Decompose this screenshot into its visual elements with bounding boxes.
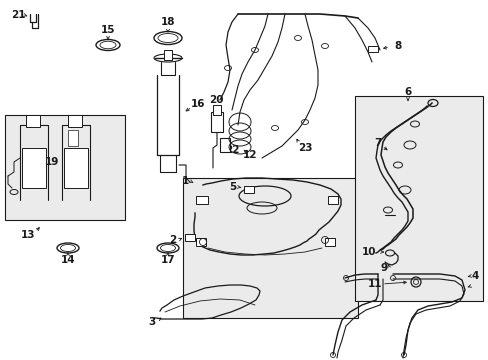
Text: 6: 6 bbox=[404, 87, 411, 97]
Text: 9: 9 bbox=[380, 263, 387, 273]
Text: 1: 1 bbox=[181, 176, 188, 186]
Bar bbox=[184, 234, 195, 241]
Text: 16: 16 bbox=[190, 99, 205, 109]
Text: 14: 14 bbox=[61, 255, 75, 265]
Bar bbox=[220, 138, 229, 152]
Text: 3: 3 bbox=[148, 317, 155, 327]
Text: 13: 13 bbox=[20, 230, 35, 240]
Bar bbox=[327, 196, 337, 204]
Bar bbox=[64, 148, 88, 188]
Text: 5: 5 bbox=[229, 182, 236, 192]
Bar bbox=[367, 46, 377, 52]
Bar bbox=[196, 238, 205, 246]
Bar bbox=[163, 50, 172, 60]
Bar bbox=[244, 186, 253, 193]
Bar bbox=[68, 115, 82, 127]
Bar bbox=[5, 115, 125, 220]
Bar bbox=[325, 238, 334, 246]
Text: 4: 4 bbox=[470, 271, 478, 281]
Text: 10: 10 bbox=[361, 247, 375, 257]
Text: 18: 18 bbox=[161, 17, 175, 27]
Bar bbox=[183, 178, 357, 318]
Text: 20: 20 bbox=[208, 95, 223, 105]
Text: 23: 23 bbox=[297, 143, 312, 153]
Text: 17: 17 bbox=[161, 255, 175, 265]
Bar bbox=[26, 115, 40, 127]
Text: 2: 2 bbox=[169, 235, 176, 245]
Text: 7: 7 bbox=[373, 138, 381, 148]
Bar bbox=[210, 112, 223, 132]
Text: 21: 21 bbox=[11, 10, 25, 20]
Text: 8: 8 bbox=[393, 41, 401, 51]
Bar bbox=[22, 148, 46, 188]
Text: 19: 19 bbox=[45, 157, 59, 167]
Bar bbox=[213, 105, 221, 115]
Text: 15: 15 bbox=[101, 25, 115, 35]
Text: 22: 22 bbox=[224, 145, 239, 155]
Bar bbox=[68, 130, 78, 146]
Text: 12: 12 bbox=[242, 150, 257, 160]
Bar bbox=[354, 96, 482, 301]
Text: 11: 11 bbox=[367, 279, 382, 289]
Bar bbox=[196, 196, 207, 204]
